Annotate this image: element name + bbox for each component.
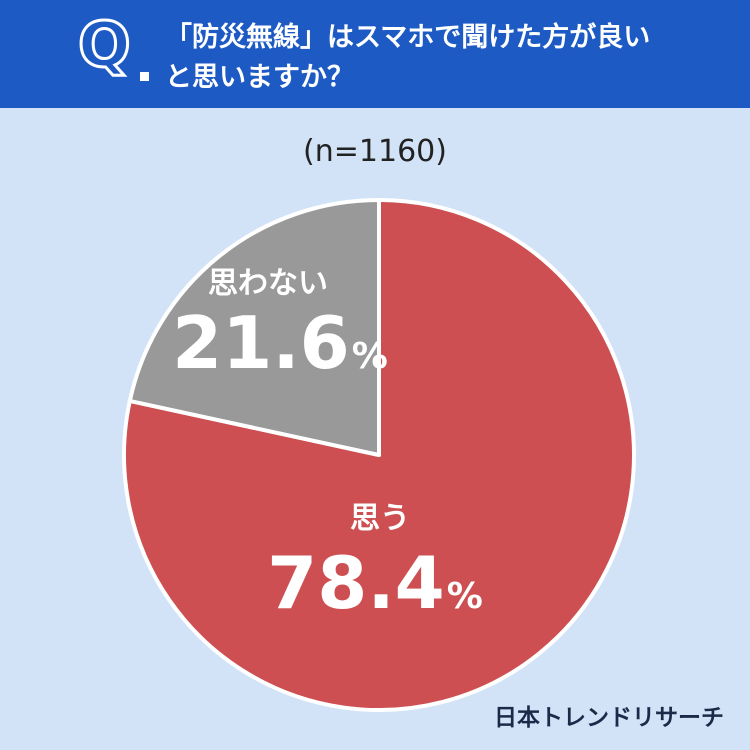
slice-label-yes: 思う	[350, 501, 410, 536]
question-header: Q 「防災無線」はスマホで聞けた方が良い と思いますか？	[0, 0, 750, 108]
slice-label-no: 思わない	[208, 266, 328, 301]
slice-value-yes: 78.4%	[267, 541, 483, 625]
pie-slice-no	[127, 198, 381, 457]
q-badge: Q	[77, 8, 133, 81]
question-line-1: 「防災無線」はスマホで聞けた方が良い	[165, 22, 651, 53]
q-dot	[140, 72, 149, 81]
question-text: 「防災無線」はスマホで聞けた方が良い と思いますか？	[165, 18, 725, 98]
sample-size: (n=1160)	[303, 134, 447, 169]
brand-logo: 日本トレンドリサーチ	[494, 705, 724, 731]
question-line-2: と思いますか？	[165, 62, 354, 93]
pie-slice-yes	[122, 198, 636, 712]
slice-value-no: 21.6%	[172, 301, 388, 385]
